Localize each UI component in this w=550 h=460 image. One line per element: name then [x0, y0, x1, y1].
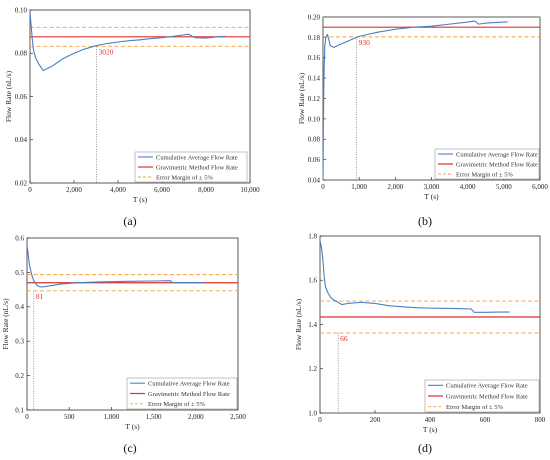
- legend: Cumulative Average Flow Rate Gravimetric …: [434, 148, 540, 180]
- y-tick-label: 1.4: [308, 321, 317, 329]
- legend-label: Gravimetric Method Flow Rate: [148, 391, 230, 398]
- y-tick-label: 0.5: [15, 269, 24, 277]
- x-axis-label: T (s): [125, 422, 140, 431]
- cumulative-flow-series: [26, 244, 205, 288]
- legend-label: Cumulative Average Flow Rate: [446, 383, 528, 390]
- legend-label: Error Margin of ± 5%: [156, 174, 213, 181]
- y-tick-label: 0.06: [308, 156, 321, 164]
- x-tick-label: 400: [425, 416, 436, 424]
- x-tick-label: 2,500: [230, 413, 246, 421]
- x-tick-label: 2,000: [188, 413, 204, 421]
- x-axis-label: T (s): [423, 425, 438, 434]
- chart-panel-4: 0 200 400 600 800 1.0 1.2 1.4 1.6 1.8 T (s) Flow Ra…: [294, 232, 546, 455]
- cumulative-flow-series: [319, 240, 510, 313]
- legend-box: [126, 377, 238, 410]
- plot-frame: [26, 237, 239, 411]
- y-axis-label: Flow Rate (nL/s): [1, 298, 10, 350]
- y-tick-label: 0.06: [15, 93, 28, 101]
- x-axis-label: T (s): [133, 195, 148, 204]
- panel-label: (c): [123, 441, 136, 455]
- y-tick-label: 1.6: [308, 277, 317, 285]
- y-axis-label: Flow Rate (nL/s): [297, 72, 306, 124]
- legend-label: Cumulative Average Flow Rate: [148, 380, 230, 387]
- x-tick-label: 3,000: [424, 183, 440, 191]
- cumulative-flow-series: [322, 20, 508, 181]
- legend-label: Error Margin of ± 5%: [446, 404, 503, 411]
- x-tick-label: 10,000: [240, 186, 260, 194]
- x-tick-label: 0: [28, 186, 32, 194]
- y-axis-label: Flow Rate (nL/s): [4, 70, 13, 122]
- legend-label: Cumulative Average Flow Rate: [156, 154, 238, 161]
- y-tick-label: 0.1: [15, 406, 24, 414]
- x-tick-label: 2,000: [387, 183, 403, 191]
- x-axis-label: T (s): [424, 192, 439, 201]
- legend: Cumulative Average Flow Rate Gravimetric …: [134, 151, 248, 183]
- y-tick-label: 0.3: [15, 338, 24, 346]
- y-tick-label: 0.6: [15, 234, 24, 242]
- legend-label: Error Margin of ± 5%: [456, 171, 513, 178]
- x-tick-label: 2,000: [66, 186, 82, 194]
- chart-panel-3: 0 500 1,000 1,500 2,000 2,500 0.1 0.2 0.3 0.4 0.5 0…: [1, 234, 246, 455]
- y-tick-label: 0.10: [15, 6, 28, 14]
- x-tick-label: 0: [25, 413, 29, 421]
- y-tick-label: 0.04: [308, 176, 321, 184]
- x-tick-label: 200: [370, 416, 381, 424]
- x-tick-label: 4,000: [110, 186, 126, 194]
- y-tick-label: 0.08: [308, 136, 321, 144]
- legend-label: Error Margin of ± 5%: [148, 401, 205, 408]
- legend-box: [424, 379, 540, 413]
- legend: Cumulative Average Flow Rate Gravimetric …: [126, 377, 238, 410]
- panel-label: (a): [123, 214, 136, 228]
- y-tick-label: 0.16: [308, 54, 321, 62]
- legend: Cumulative Average Flow Rate Gravimetric …: [424, 379, 540, 413]
- y-tick-label: 1.0: [308, 409, 317, 417]
- x-tick-label: 0: [318, 416, 322, 424]
- cumulative-flow-series: [29, 12, 226, 72]
- convergence-annotation: 66: [340, 334, 348, 343]
- panel-label: (d): [418, 441, 432, 455]
- convergence-annotation: 81: [36, 292, 44, 301]
- y-tick-label: 0.08: [15, 50, 28, 58]
- y-tick-label: 0.4: [15, 303, 24, 311]
- y-tick-label: 0.20: [308, 13, 321, 21]
- x-tick-label: 0: [321, 183, 325, 191]
- x-tick-label: 5,000: [496, 183, 512, 191]
- y-tick-label: 0.14: [308, 75, 321, 83]
- panel-label: (b): [418, 214, 432, 228]
- legend-label: Gravimetric Method Flow Rate: [446, 393, 528, 400]
- legend-box: [134, 151, 248, 183]
- legend-label: Gravimetric Method Flow Rate: [456, 161, 538, 168]
- y-tick-label: 1.8: [308, 232, 317, 240]
- y-tick-label: 0.12: [308, 95, 321, 103]
- chart-panel-1: 0 2,000 4,000 6,000 8,000 10,000 0.02 0.04 0.06 0…: [4, 6, 260, 228]
- y-axis-label: Flow Rate (nL/s): [294, 298, 303, 350]
- x-tick-label: 6,000: [532, 183, 548, 191]
- convergence-annotation: 930: [359, 38, 371, 47]
- x-tick-label: 500: [64, 413, 75, 421]
- x-tick-label: 1,000: [104, 413, 120, 421]
- x-tick-label: 600: [480, 416, 491, 424]
- convergence-annotation: 3020: [98, 47, 113, 56]
- legend-label: Gravimetric Method Flow Rate: [156, 164, 238, 171]
- x-tick-label: 8,000: [198, 186, 214, 194]
- y-tick-label: 0.04: [15, 136, 28, 144]
- x-tick-label: 800: [535, 416, 546, 424]
- chart-panel-2: 0 1,000 2,000 3,000 4,000 5,000 6,000 0.04 0.06 0…: [297, 13, 548, 228]
- y-tick-label: 1.2: [308, 365, 317, 373]
- x-tick-label: 1,500: [146, 413, 162, 421]
- x-tick-label: 6,000: [154, 186, 170, 194]
- x-tick-label: 1,000: [351, 183, 367, 191]
- y-tick-label: 0.10: [308, 115, 321, 123]
- legend-label: Cumulative Average Flow Rate: [456, 151, 538, 158]
- y-tick-label: 0.2: [15, 372, 24, 380]
- y-tick-label: 0.18: [308, 34, 321, 42]
- x-tick-label: 4,000: [460, 183, 476, 191]
- y-tick-label: 0.02: [15, 179, 28, 187]
